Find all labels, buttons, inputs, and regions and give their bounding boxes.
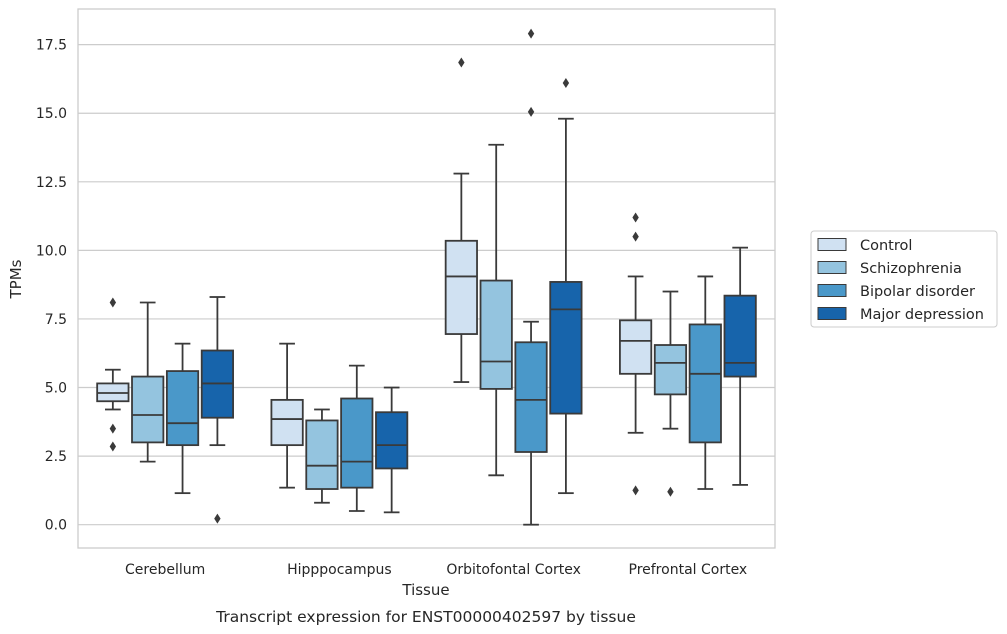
x-tick-label: Prefrontal Cortex (629, 562, 748, 578)
box-iqr (549, 281, 583, 415)
outlier-point (562, 78, 570, 89)
box-iqr (305, 419, 339, 490)
box-major-depression (549, 78, 583, 495)
legend-swatch (817, 307, 847, 320)
box-iqr (131, 375, 165, 444)
box-iqr (270, 398, 304, 447)
outlier-point (667, 486, 674, 497)
box-iqr (514, 341, 548, 453)
x-tick-labels: Cerebellum Hipppocampus Orbitofontal Corte… (125, 562, 747, 578)
outlier-point (109, 423, 117, 434)
box-iqr (619, 319, 653, 375)
y-tick-label: 12.5 (36, 175, 67, 191)
box-iqr (340, 397, 374, 489)
chart-caption: Transcript expression for ENST0000040259… (215, 608, 636, 626)
y-tick-label: 17.5 (36, 38, 67, 54)
legend-swatch (817, 284, 847, 297)
outlier-point (527, 106, 535, 117)
box-schizophrenia (653, 290, 688, 497)
box-control (270, 342, 304, 489)
box-schizophrenia (131, 301, 165, 463)
outlier-point (458, 57, 465, 68)
box-control (444, 57, 478, 383)
outlier-point (632, 231, 639, 242)
legend-label: Major depression (860, 307, 984, 323)
outlier-point (632, 485, 639, 496)
outlier-point (109, 441, 117, 452)
box-iqr (444, 239, 478, 335)
legend-label: Bipolar disorder (860, 284, 975, 300)
outlier-point (214, 513, 221, 524)
legend-label: Control (860, 238, 912, 254)
legend-label: Schizophrenia (860, 261, 962, 277)
box-bipolar-disorder (340, 364, 374, 512)
box-bipolar-disorder (514, 28, 548, 526)
y-tick-label: 7.5 (45, 312, 67, 328)
y-tick-labels: 0.0 2.5 5.0 7.5 10.0 12.5 15.0 17.5 (36, 38, 67, 534)
box-bipolar-disorder (165, 342, 200, 495)
x-tick-label: Hipppocampus (287, 562, 392, 578)
x-tick-label: Orbitofontal Cortex (446, 562, 581, 578)
box-iqr (165, 370, 200, 447)
legend-swatch (817, 261, 847, 274)
x-axis-label: Tissue (401, 581, 449, 599)
outlier-point (632, 212, 639, 223)
box-major-depression (200, 296, 234, 524)
box-iqr (653, 344, 688, 396)
y-tick-label: 10.0 (36, 243, 67, 259)
legend-swatch (817, 238, 847, 251)
box-bipolar-disorder (688, 275, 722, 490)
y-tick-label: 2.5 (45, 449, 67, 465)
y-tick-label: 0.0 (45, 518, 67, 534)
plot-frame (77, 8, 776, 549)
x-tick-label: Cerebellum (125, 562, 205, 578)
box-major-depression (375, 386, 409, 514)
y-tick-label: 5.0 (45, 381, 67, 397)
box-iqr (723, 294, 757, 378)
y-tick-label: 15.0 (36, 106, 67, 122)
legend: Control Schizophrenia Bipolar disorder Majo… (810, 230, 998, 328)
legend-frame (810, 230, 998, 328)
box-control (619, 212, 653, 496)
box-major-depression (723, 246, 757, 486)
box-iqr (479, 279, 513, 390)
outlier-point (527, 28, 535, 39)
box-group (96, 28, 757, 526)
box-iqr (688, 323, 722, 444)
box-schizophrenia (305, 408, 339, 504)
outlier-point (109, 297, 117, 308)
y-axis-label: TPMs (7, 259, 25, 299)
box-schizophrenia (479, 143, 513, 477)
box-control (96, 297, 130, 452)
box-iqr (375, 411, 409, 470)
